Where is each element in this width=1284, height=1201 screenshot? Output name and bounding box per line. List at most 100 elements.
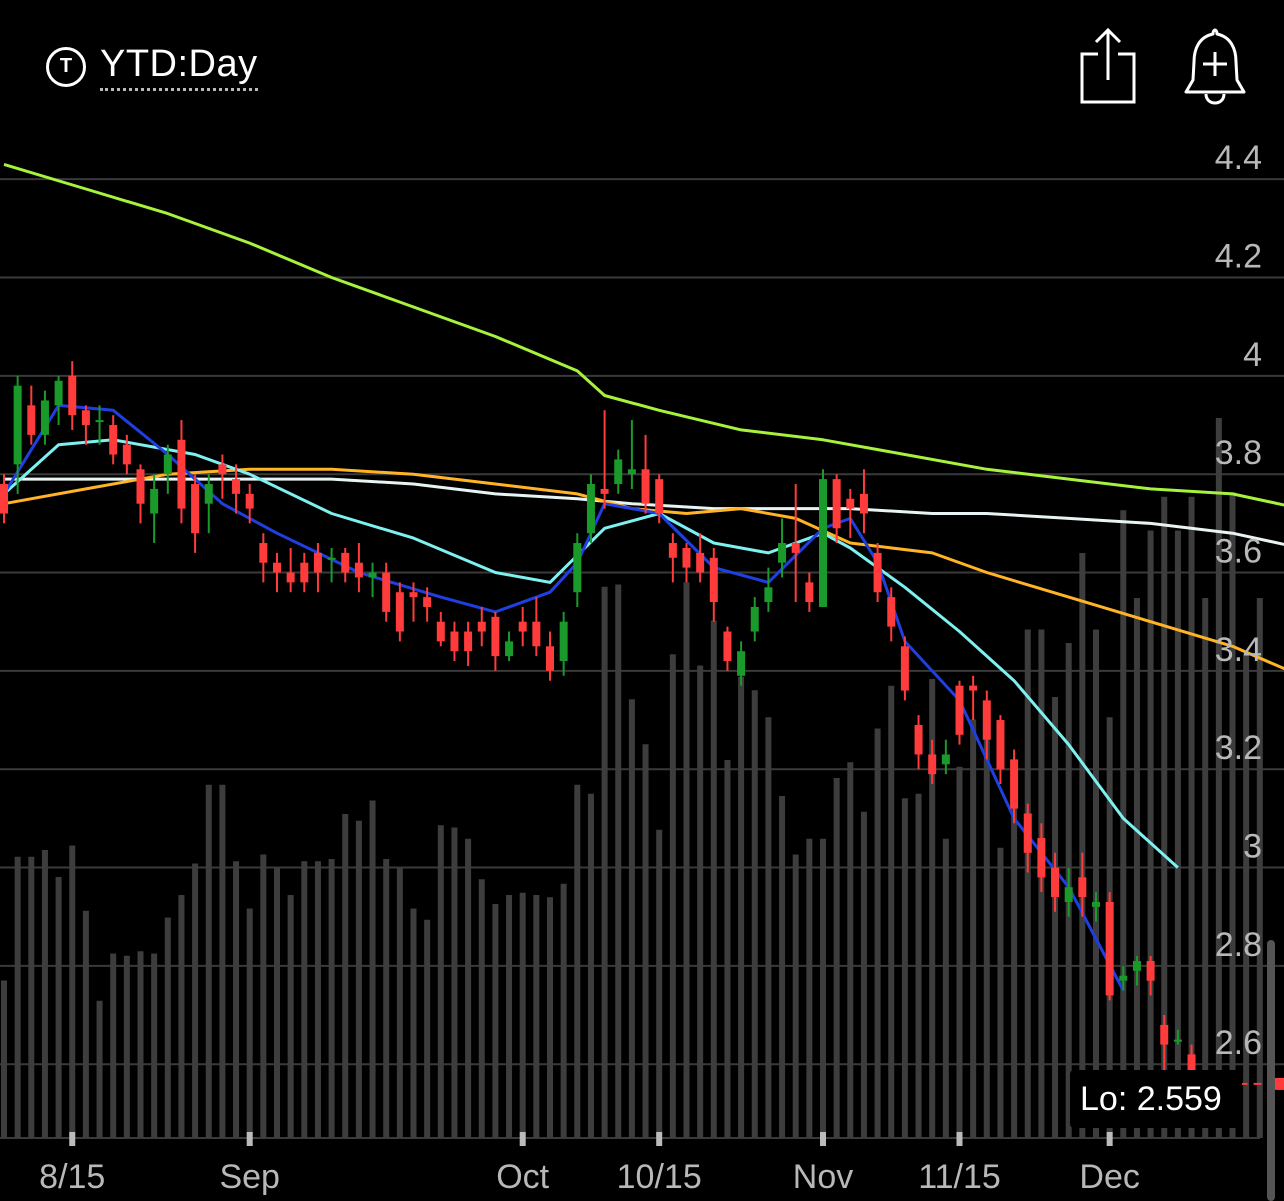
candle	[600, 410, 609, 509]
share-icon[interactable]	[1078, 26, 1138, 106]
volume-bar	[396, 868, 403, 1138]
candle	[150, 474, 159, 544]
candle	[313, 543, 322, 593]
ma-line-orange	[3, 467, 1284, 671]
volume-bar	[765, 717, 772, 1138]
candle	[1146, 956, 1155, 996]
volume-bar	[96, 1000, 103, 1138]
candle	[368, 562, 377, 598]
candle-body	[218, 464, 227, 475]
timeframe-icon: T	[46, 46, 86, 87]
candle-body	[13, 385, 22, 465]
candle	[627, 420, 636, 489]
volume-bar	[833, 778, 840, 1138]
volume-bar	[1161, 496, 1168, 1138]
scrollbar	[1267, 940, 1275, 1201]
volume-bar	[492, 904, 499, 1138]
volume-bar	[41, 850, 48, 1138]
candle	[982, 690, 991, 760]
candle-body	[518, 621, 527, 632]
candle	[232, 464, 241, 514]
y-tick-label: 3.4	[1215, 631, 1262, 669]
candle-body	[682, 547, 691, 568]
candle	[1160, 1015, 1169, 1075]
x-tick-label: 8/15	[39, 1158, 105, 1196]
volume-bar	[1, 980, 7, 1138]
candle	[723, 626, 732, 671]
volume-bar	[28, 856, 35, 1138]
volume-bar	[451, 827, 458, 1138]
volume-bar	[1079, 553, 1086, 1138]
volume-bar	[956, 766, 963, 1138]
volume-bar	[874, 728, 881, 1138]
candle	[382, 562, 391, 622]
volume-bar	[1147, 530, 1154, 1138]
bell-plus-icon[interactable]	[1182, 26, 1248, 106]
candle-body	[982, 700, 991, 740]
volume-bar	[55, 877, 62, 1138]
candle-body	[819, 479, 827, 607]
candle-body	[573, 543, 582, 593]
timeframe-selector[interactable]: T YTD:Day	[46, 42, 258, 91]
candle	[300, 552, 309, 593]
candle-body	[395, 592, 404, 632]
volume-bar	[1243, 654, 1250, 1138]
candle	[900, 636, 909, 701]
low-price-label: Lo: 2.559	[1080, 1080, 1222, 1118]
volume-bar	[901, 798, 908, 1138]
y-tick-label: 3	[1243, 828, 1262, 866]
candle-body	[368, 572, 377, 578]
candle	[955, 680, 964, 745]
candle-body	[150, 488, 159, 514]
candle-body	[245, 493, 254, 509]
volume-bar	[724, 760, 731, 1138]
candle	[819, 469, 827, 607]
x-tick-label: Dec	[1079, 1158, 1139, 1196]
volume-bar	[519, 892, 526, 1138]
candle	[941, 739, 950, 775]
candle-body	[559, 621, 568, 662]
candle	[68, 361, 77, 430]
candle-body	[1173, 1039, 1182, 1042]
volume-bar	[738, 676, 745, 1138]
volume-bar	[1093, 629, 1099, 1138]
volume-bar	[615, 584, 622, 1138]
y-axis: 4.4 4.2 4 3.8 3.6 3.4 3.2 3 2.8 2.6	[1215, 139, 1262, 1062]
candle-body	[259, 543, 268, 563]
timeframe-label: YTD:Day	[100, 42, 258, 91]
candle	[395, 582, 404, 642]
volume-bar	[697, 665, 704, 1138]
candle	[873, 543, 882, 603]
candle-body	[382, 572, 391, 612]
candle	[586, 474, 595, 544]
candle-body	[546, 646, 554, 671]
volume-bar	[820, 838, 826, 1138]
volume-bar	[14, 856, 21, 1138]
candle	[1092, 892, 1100, 922]
candle-body	[778, 543, 787, 563]
candle-body	[286, 572, 295, 583]
volume-bar	[806, 838, 813, 1138]
candle-body	[859, 493, 868, 514]
volume-bar	[274, 868, 280, 1138]
volume-bar	[601, 586, 608, 1138]
candle-body	[1092, 901, 1100, 907]
volume-bar	[1215, 418, 1222, 1138]
candle	[354, 543, 363, 593]
candle	[450, 621, 459, 662]
volume-bar	[1188, 496, 1195, 1138]
volume-bar	[164, 917, 171, 1138]
price-chart[interactable]: 4.4 4.2 4 3.8 3.6 3.4 3.2 3 2.8 2.6 8/15 Sep Oct 10/…	[0, 130, 1284, 1201]
candle-body	[109, 425, 118, 455]
volume-bar	[1256, 598, 1263, 1138]
x-tick-label: 10/15	[617, 1158, 702, 1196]
candle	[750, 597, 759, 642]
candle	[641, 434, 650, 514]
candle-body	[505, 641, 514, 657]
candle-body	[450, 631, 459, 652]
candle-body	[1105, 901, 1114, 996]
candle-body	[586, 484, 595, 534]
candle	[737, 641, 746, 686]
candle	[1119, 965, 1128, 991]
candle	[532, 597, 541, 657]
